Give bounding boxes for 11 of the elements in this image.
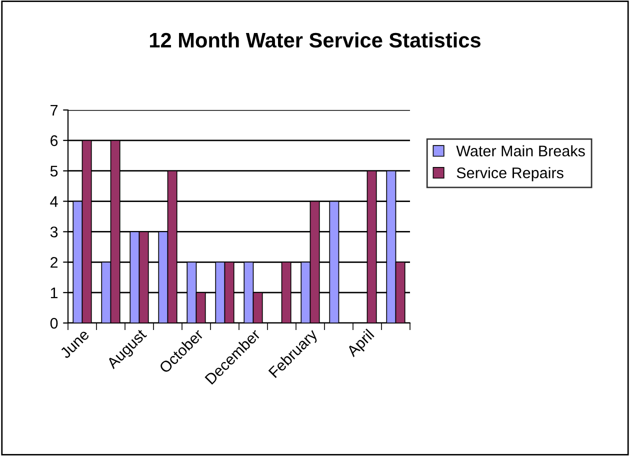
legend-label: Service Repairs xyxy=(456,167,564,182)
y-tick-label: 0 xyxy=(50,318,58,329)
y-tick-label: 4 xyxy=(50,196,58,207)
y-tick-label: 1 xyxy=(50,288,58,298)
y-tick-label: 2 xyxy=(50,257,58,268)
y-tick-label: 6 xyxy=(50,135,58,146)
chart-title: 12 Month Water Service Statistics xyxy=(150,32,480,48)
y-tick-label: 3 xyxy=(50,226,58,238)
y-tick-label: 7 xyxy=(50,105,58,116)
y-tick-label: 5 xyxy=(50,166,58,177)
legend-label: Water Main Breaks xyxy=(456,145,585,156)
